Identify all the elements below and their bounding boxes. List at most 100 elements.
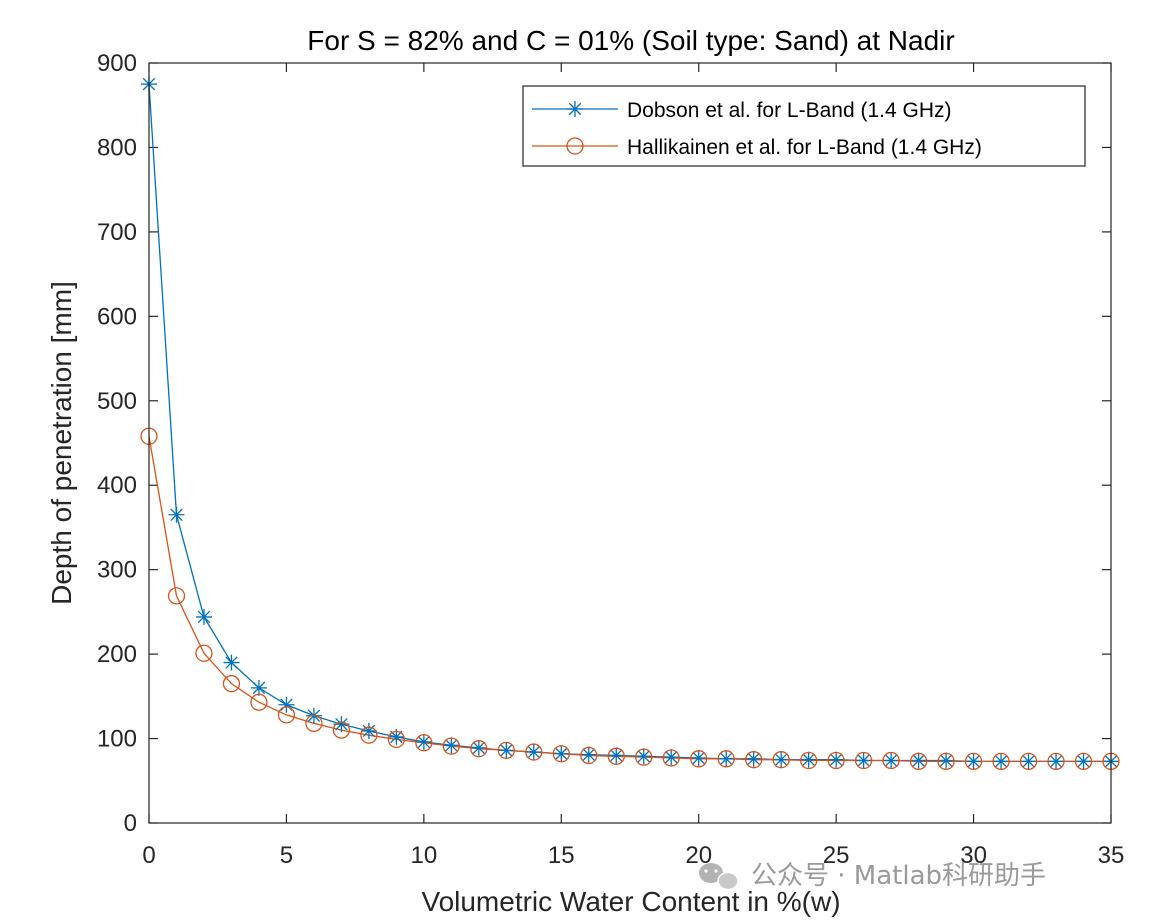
data-point <box>250 693 268 711</box>
data-point <box>938 752 955 769</box>
data-point <box>580 746 598 765</box>
y-axis-ticks: 0 100 200 300 400 500 600 700 800 900 <box>97 50 1111 837</box>
legend-marker-dobson <box>567 101 583 117</box>
data-point <box>662 749 680 767</box>
legend-marker-glyph <box>566 137 584 155</box>
data-point <box>470 739 487 756</box>
legend-marker-glyph <box>567 101 583 117</box>
data-point <box>718 750 735 767</box>
legend-box <box>522 85 1086 167</box>
data-point <box>525 744 542 761</box>
data-point <box>415 733 432 750</box>
data-point <box>223 654 240 671</box>
data-point <box>415 734 433 752</box>
data-point <box>800 751 818 770</box>
data-point <box>1048 753 1065 770</box>
data-point <box>690 749 707 766</box>
data-point <box>470 740 488 758</box>
data-point <box>195 644 213 662</box>
legend-marker-hallikainen <box>566 137 584 155</box>
data-point <box>690 750 708 768</box>
x-tick-label: 35 <box>1098 842 1125 869</box>
legend: Dobson et al. for L-Band (1.4 GHz) Halli… <box>522 85 1086 167</box>
data-point <box>772 751 790 769</box>
y-tick-label: 100 <box>97 726 137 753</box>
wechat-icon <box>699 863 739 891</box>
data-point <box>800 751 817 768</box>
y-tick-label: 900 <box>97 50 137 77</box>
series-line-1 <box>148 436 1111 763</box>
data-point <box>827 751 845 770</box>
plot-area <box>140 76 1120 771</box>
data-point <box>993 753 1010 770</box>
data-point <box>1074 752 1093 771</box>
data-point <box>937 752 955 771</box>
x-tick-label: 30 <box>960 842 987 869</box>
data-point <box>910 752 927 769</box>
x-tick-label: 0 <box>142 842 155 869</box>
watermark: 公众号 · Matlab科研助手 <box>699 861 1046 891</box>
data-point <box>1075 753 1092 770</box>
data-point <box>992 752 1010 771</box>
x-tick-label: 15 <box>548 842 575 869</box>
data-point <box>965 753 982 770</box>
y-tick-label: 700 <box>97 219 137 246</box>
data-point <box>607 747 625 765</box>
data-point <box>580 746 597 763</box>
x-tick-label: 10 <box>411 842 438 869</box>
x-axis-title: Volumetric Water Content in %(w) <box>421 886 840 917</box>
data-point <box>168 506 185 523</box>
data-point <box>525 743 543 761</box>
data-point <box>855 752 872 769</box>
data-point <box>909 752 928 771</box>
data-point <box>442 737 460 755</box>
data-point <box>360 722 377 739</box>
chart-title: For S = 82% and C = 01% (Soil type: Sand… <box>307 25 954 56</box>
data-point <box>828 751 845 768</box>
data-point <box>443 737 460 754</box>
data-point <box>745 750 762 767</box>
data-point <box>1020 753 1037 770</box>
series-markers-1 <box>140 427 1120 771</box>
data-point <box>498 742 515 759</box>
y-tick-label: 800 <box>97 134 137 161</box>
data-point <box>717 750 735 768</box>
legend-label-dobson: Dobson et al. for L-Band (1.4 GHz) <box>627 99 952 122</box>
data-point <box>663 749 680 766</box>
watermark-text: 公众号 · Matlab科研助手 <box>751 861 1046 891</box>
data-point <box>387 730 406 749</box>
y-tick-label: 0 <box>124 810 137 837</box>
y-tick-label: 200 <box>97 641 137 668</box>
data-point <box>964 752 983 771</box>
data-point <box>250 679 267 696</box>
data-point <box>278 696 295 713</box>
data-point <box>635 748 652 765</box>
data-point <box>1019 752 1038 771</box>
data-point <box>608 747 625 764</box>
data-point <box>1047 752 1065 771</box>
data-point <box>360 726 378 744</box>
data-point <box>222 675 241 693</box>
x-axis-ticks: 0 5 10 15 20 25 30 35 <box>142 63 1124 869</box>
data-point <box>167 587 186 605</box>
data-point <box>854 751 873 770</box>
data-point <box>882 751 900 770</box>
legend-label-hallikainen: Hallikainen et al. for L-Band (1.4 GHz) <box>627 136 982 159</box>
data-point <box>883 752 900 769</box>
data-point <box>773 751 790 768</box>
data-point <box>552 745 570 763</box>
y-tick-label: 400 <box>97 472 137 499</box>
x-tick-label: 25 <box>823 842 850 869</box>
y-axis-title: Depth of penetration [mm] <box>46 281 77 605</box>
data-point <box>553 745 570 762</box>
y-tick-label: 600 <box>97 303 137 330</box>
x-tick-label: 5 <box>280 842 293 869</box>
y-tick-label: 500 <box>97 388 137 415</box>
y-tick-label: 300 <box>97 557 137 584</box>
data-point <box>332 721 351 739</box>
data-point <box>497 741 515 760</box>
plot-frame <box>148 62 1112 824</box>
data-point <box>277 706 296 724</box>
data-point <box>745 751 763 769</box>
